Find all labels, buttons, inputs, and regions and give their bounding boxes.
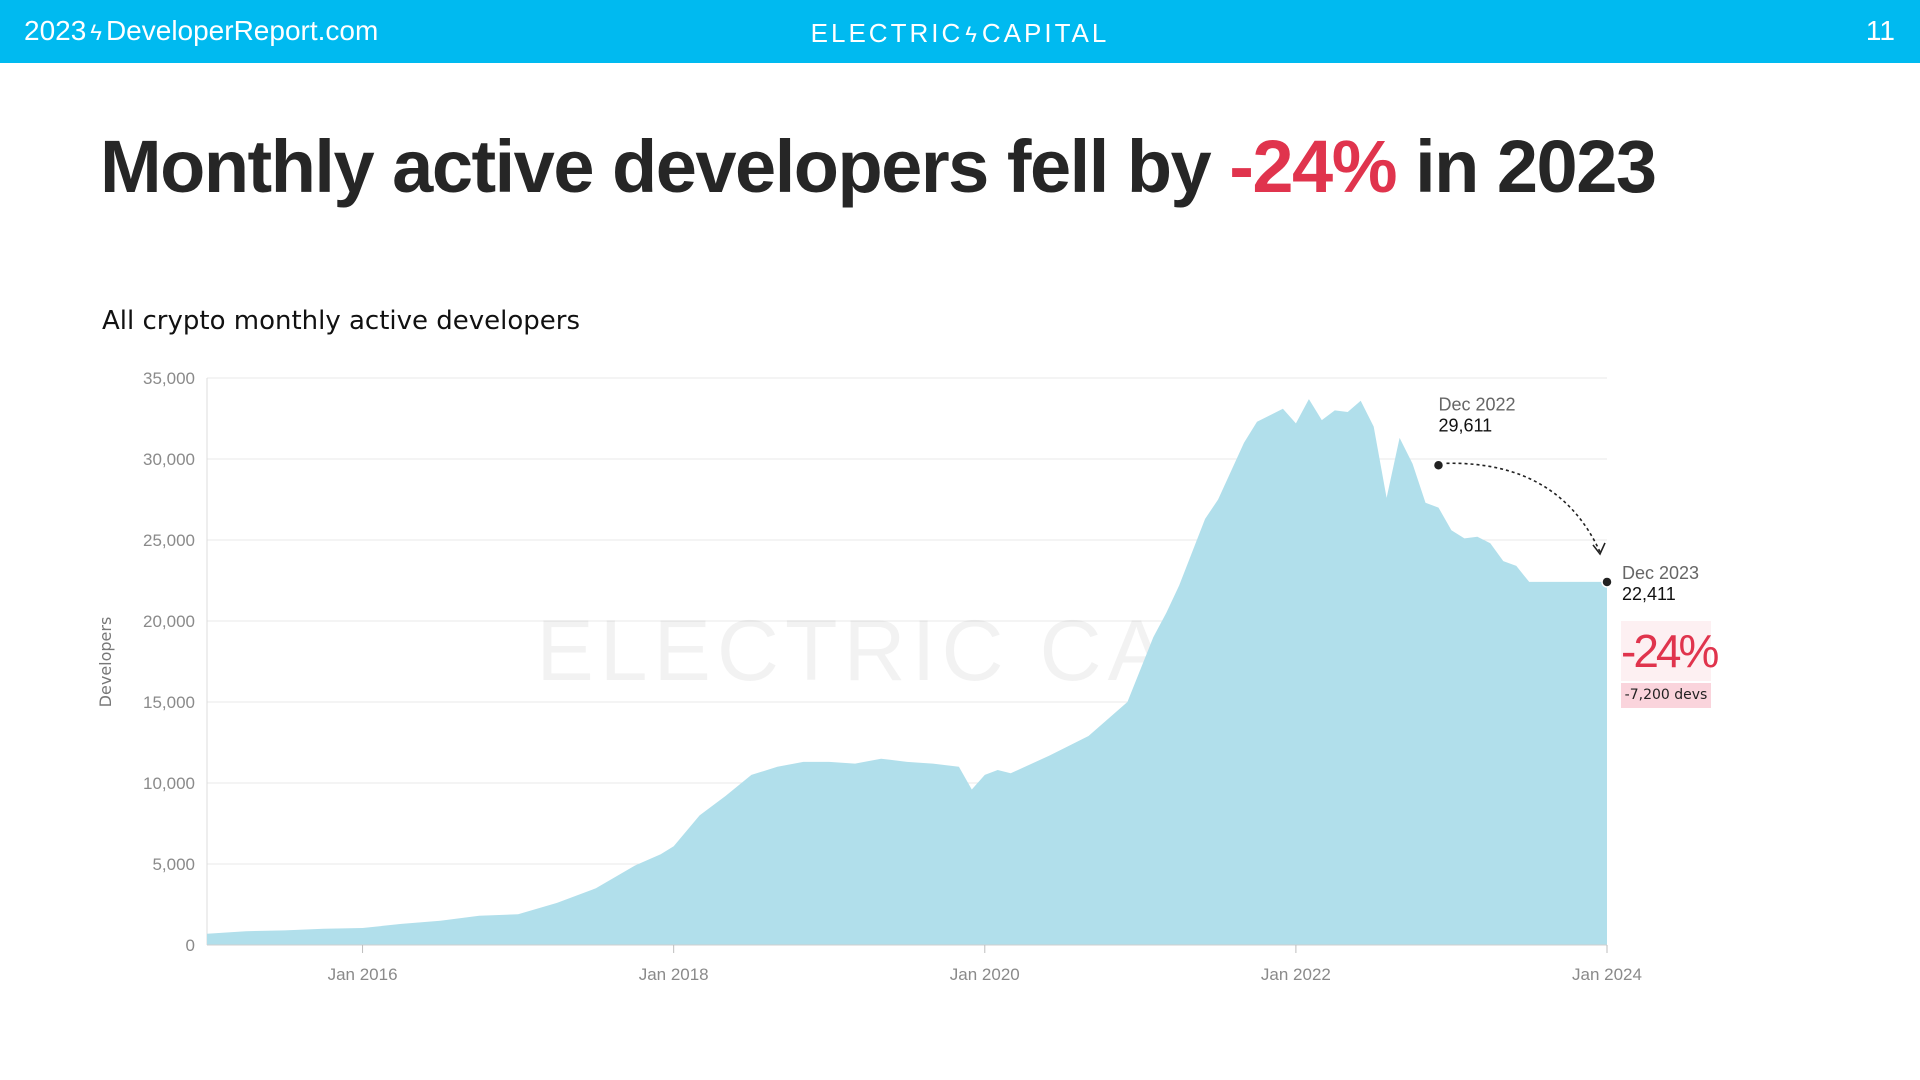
annotation-point-dec-2022 [1432, 459, 1445, 472]
change-arrow [1446, 462, 1601, 553]
headline-highlight: -24% [1229, 125, 1397, 208]
chart-title: All crypto monthly active developers [102, 306, 581, 336]
page-number: 11 [1865, 15, 1895, 46]
top-bar: 2023 ϟ DeveloperReport.com ELECTRICϟCAPITA… [0, 0, 1920, 63]
annotation-label-dec-2023: Dec 2023 [1622, 563, 1699, 583]
brand-bolt-icon: ϟ [965, 22, 980, 47]
x-tick-label: Jan 2022 [1261, 965, 1331, 984]
y-tick-label: 25,000 [143, 531, 195, 550]
annotation-point-dec-2023 [1601, 576, 1613, 588]
y-axis-label: Developers [96, 617, 115, 708]
area-series [207, 399, 1607, 946]
brand-logo: ELECTRICϟCAPITAL [0, 16, 1920, 52]
y-tick-label: 10,000 [143, 774, 195, 793]
x-tick-label: Jan 2016 [328, 965, 398, 984]
headline-prefix: Monthly active developers fell by [100, 125, 1230, 208]
brand-right: CAPITAL [981, 18, 1110, 48]
headline-suffix: in 2023 [1396, 125, 1657, 208]
report-year: 2023 [24, 15, 87, 46]
arrow-head [1592, 542, 1606, 556]
y-tick-label: 20,000 [143, 612, 195, 631]
y-tick-label: 15,000 [143, 693, 195, 712]
change-detail: -7,200 devs [1621, 683, 1711, 708]
x-tick-label: Jan 2020 [950, 965, 1020, 984]
y-tick-label: 0 [186, 936, 195, 955]
annotation-value-dec-2023: 22,411 [1622, 584, 1676, 604]
change-badge: -24% [1621, 621, 1719, 681]
y-tick-label: 35,000 [143, 369, 195, 388]
annotation-value-dec-2022: 29,611 [1438, 415, 1492, 435]
x-tick-label: Jan 2018 [639, 965, 709, 984]
y-tick-label: 5,000 [152, 855, 195, 874]
lightning-bolt-icon: ϟ [90, 20, 102, 45]
site-name: DeveloperReport.com [105, 15, 379, 46]
y-tick-label: 30,000 [143, 450, 195, 469]
page-title: Monthly active developers fell by -24% i… [100, 122, 1657, 212]
x-tick-label: Jan 2024 [1572, 965, 1642, 984]
site-link[interactable]: 2023 ϟ DeveloperReport.com [24, 14, 378, 50]
brand-left: ELECTRIC [810, 18, 964, 48]
annotation-label-dec-2022: Dec 2022 [1438, 394, 1515, 414]
